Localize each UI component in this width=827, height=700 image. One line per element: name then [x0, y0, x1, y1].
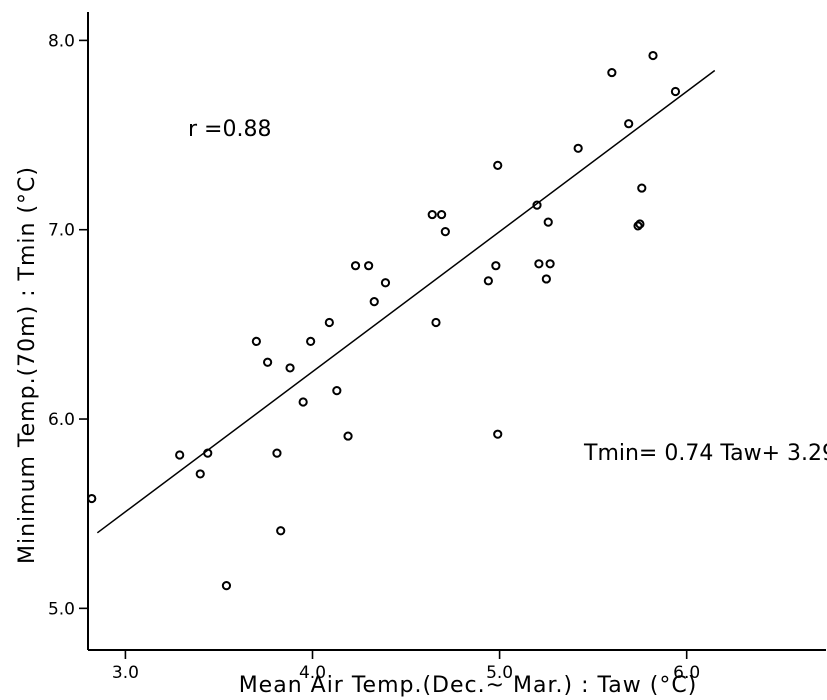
axes [87, 12, 826, 651]
data-point [670, 86, 681, 97]
data-point [276, 526, 286, 536]
data-point [483, 276, 493, 286]
data-point [221, 581, 232, 591]
x-tick-label: 3.0 [112, 663, 139, 683]
data-point [532, 200, 542, 210]
data-point [440, 227, 450, 237]
data-point [648, 50, 658, 61]
regression-line-group [96, 69, 716, 534]
data-point [87, 493, 97, 504]
data-point [285, 363, 295, 373]
data-point [545, 259, 555, 269]
y-tick-label: 6.0 [48, 410, 75, 430]
data-point [298, 397, 308, 407]
data-point [272, 448, 282, 458]
data-point [543, 217, 553, 227]
data-point [534, 259, 544, 269]
data-point [175, 450, 185, 460]
correlation-annotation: r =0.88 [188, 117, 271, 142]
x-tick-label: 6.0 [673, 663, 700, 683]
data-point [637, 183, 647, 193]
data-point [493, 160, 503, 170]
data-point [369, 297, 379, 307]
data-point [436, 209, 447, 220]
data-point [332, 386, 342, 396]
x-axis-title: Mean Air Temp.(Dec.~ Mar.) : Taw (°C) [239, 673, 698, 698]
data-point [493, 429, 503, 439]
y-tick-label: 8.0 [48, 31, 75, 51]
data-point [195, 469, 205, 479]
ticks: 3.0 4.0 5.0 6.0 5.0 6.0 7.0 8.0 [48, 31, 700, 683]
data-point [251, 336, 261, 347]
data-point [633, 221, 643, 231]
regression-line [96, 69, 716, 534]
data-point [306, 336, 316, 347]
data-point [491, 261, 501, 271]
data-point [607, 67, 617, 78]
data-points [87, 50, 681, 591]
data-point [263, 357, 273, 367]
data-point [350, 261, 361, 271]
data-point [203, 448, 213, 458]
y-tick-label: 5.0 [48, 599, 75, 619]
data-point [380, 278, 391, 288]
data-point [431, 317, 441, 328]
data-point [364, 261, 374, 271]
x-tick-label: 5.0 [486, 663, 513, 683]
data-point [541, 274, 551, 284]
y-tick-label: 7.0 [48, 221, 75, 241]
equation-annotation: Tmin= 0.74 Taw+ 3.29 [583, 441, 827, 466]
data-point [343, 431, 353, 441]
data-point [324, 317, 334, 328]
y-axis-title: Minimum Temp.(70m) : Tmin (°C) [15, 166, 40, 564]
data-point [573, 143, 583, 153]
data-point [635, 219, 645, 229]
data-point [624, 119, 634, 129]
x-tick-label: 4.0 [299, 663, 326, 683]
data-point [427, 209, 437, 220]
